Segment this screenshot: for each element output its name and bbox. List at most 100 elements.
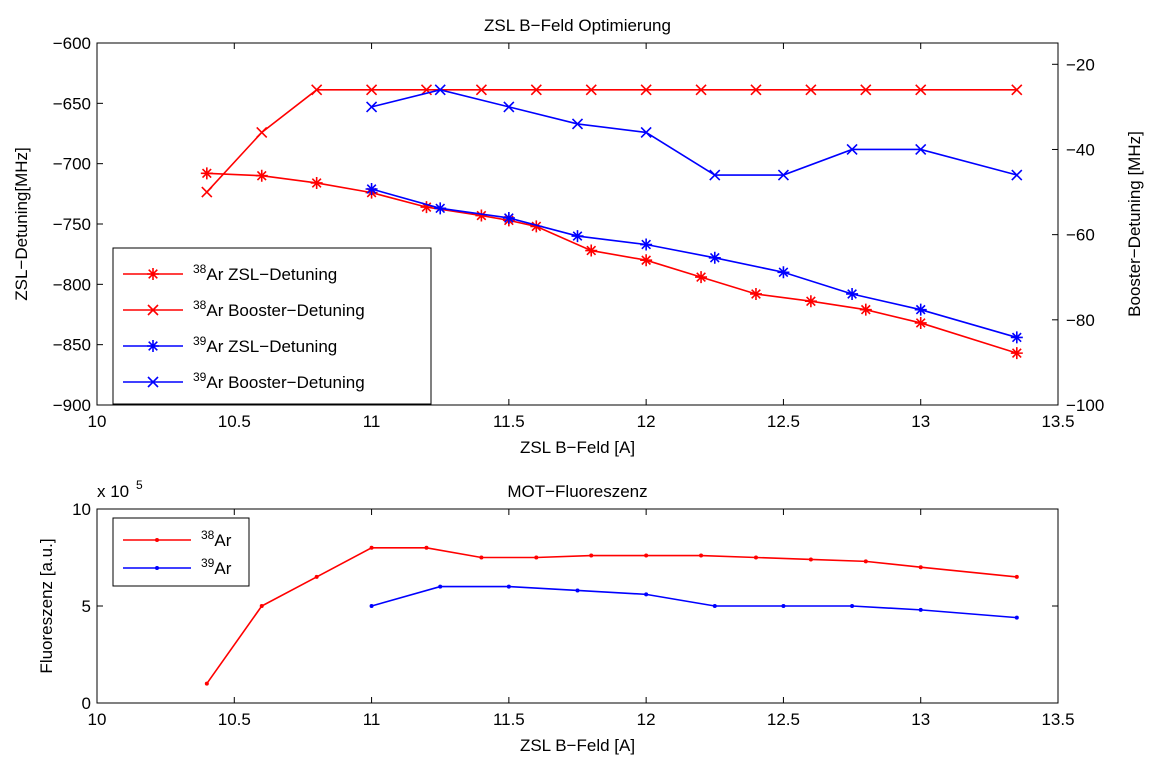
- legend-marker: [147, 268, 159, 280]
- data-point: [1011, 169, 1023, 181]
- legend-item: 38Ar: [123, 528, 232, 550]
- x-tick-label: 12: [637, 412, 656, 431]
- plot-area: [96, 508, 1059, 704]
- data-point: [255, 169, 268, 182]
- y2-tick-label: −80: [1066, 311, 1095, 330]
- data-point: [777, 266, 790, 279]
- data-point: [585, 84, 597, 96]
- series-3: [365, 183, 1023, 344]
- data-point: [863, 559, 868, 564]
- legend-isotope: 39: [193, 334, 207, 348]
- y-tick-label: −600: [53, 34, 91, 53]
- data-point: [695, 271, 708, 284]
- legend-name: Ar Booster−Detuning: [206, 301, 364, 320]
- legend-name: Ar ZSL−Detuning: [206, 265, 337, 284]
- legend-item: 39Ar Booster−Detuning: [123, 370, 365, 392]
- data-point: [918, 607, 923, 612]
- data-point: [1010, 331, 1023, 344]
- legend-item: 39Ar ZSL−Detuning: [123, 334, 337, 356]
- data-point: [506, 584, 511, 589]
- chart-title: ZSL B−Feld Optimierung: [484, 16, 671, 35]
- data-point: [571, 118, 584, 130]
- data-point: [644, 553, 649, 558]
- x-tick-label: 13: [911, 412, 930, 431]
- x-tick-label: 12.5: [767, 412, 800, 431]
- data-point: [640, 126, 652, 139]
- data-point: [314, 574, 319, 579]
- data-point: [369, 545, 374, 550]
- y-tick-label: −900: [53, 396, 91, 415]
- legend-name: Ar Booster−Detuning: [206, 373, 364, 392]
- data-point: [640, 84, 652, 96]
- legend-item: 38Ar Booster−Detuning: [123, 298, 365, 320]
- data-point: [530, 220, 543, 233]
- legend-label: 39Ar ZSL−Detuning: [193, 334, 337, 356]
- data-point: [534, 555, 539, 560]
- legend-marker: [147, 304, 159, 316]
- data-point: [366, 84, 378, 96]
- data-point: [846, 143, 858, 156]
- y-exponent-label: x 10: [97, 482, 129, 501]
- data-point: [749, 287, 762, 300]
- series-4: [366, 84, 1023, 181]
- data-point: [434, 202, 447, 215]
- data-point: [915, 84, 927, 96]
- legend-name: Ar: [214, 559, 231, 578]
- data-point: [808, 557, 813, 562]
- legend-marker: [147, 376, 159, 388]
- data-point: [204, 681, 209, 686]
- x-axis-label: ZSL B−Feld [A]: [520, 438, 635, 457]
- y2-tick-label: −40: [1066, 140, 1095, 159]
- y-tick-label: −700: [53, 155, 91, 174]
- data-point: [434, 84, 446, 96]
- data-point: [695, 84, 707, 96]
- legend-label: 38Ar: [201, 528, 232, 550]
- legend-label: 38Ar Booster−Detuning: [193, 298, 365, 320]
- data-point: [914, 303, 927, 316]
- data-point: [503, 101, 515, 113]
- y-tick-label: −800: [53, 275, 91, 294]
- legend-isotope: 38: [193, 262, 207, 276]
- legend: 38Ar 39Ar: [112, 517, 250, 587]
- x-tick-label: 10.5: [218, 412, 251, 431]
- x-tick-label: 12: [637, 710, 656, 729]
- data-point: [585, 244, 598, 257]
- y-exponent-power: 5: [136, 478, 143, 492]
- legend-name: Ar ZSL−Detuning: [206, 337, 337, 356]
- y-tick-label: −850: [53, 336, 91, 355]
- data-point: [846, 287, 859, 300]
- series-1: [204, 545, 1019, 686]
- legend-item: 39Ar: [123, 556, 232, 578]
- y-tick-label: −650: [53, 94, 91, 113]
- series-2: [369, 584, 1019, 620]
- data-point: [475, 209, 488, 222]
- data-point: [1011, 84, 1023, 96]
- x-axis-label: ZSL B−Feld [A]: [520, 736, 635, 755]
- legend-isotope: 38: [193, 298, 207, 312]
- data-point: [311, 84, 323, 96]
- legend-marker: [155, 538, 159, 542]
- x-tick-label: 10: [88, 710, 107, 729]
- data-point: [200, 167, 213, 180]
- y2-tick-label: −60: [1066, 226, 1095, 245]
- series-line: [371, 89, 1018, 176]
- series-line: [371, 188, 1018, 339]
- data-point: [366, 101, 378, 113]
- data-point: [479, 555, 484, 560]
- legend-marker: [147, 340, 159, 352]
- axes-2: 10 10.5 11 11.5 12 12.5 13 13.5 0 5 10 MOT−Fluoresz…: [37, 478, 1075, 755]
- data-point: [310, 176, 323, 189]
- legend-marker: [155, 566, 159, 570]
- legend-label: 39Ar Booster−Detuning: [193, 370, 365, 392]
- data-point: [781, 604, 786, 608]
- y2-tick-label: −100: [1066, 396, 1104, 415]
- data-point: [475, 84, 487, 96]
- y-tick-label: 5: [82, 597, 91, 616]
- data-point: [915, 143, 927, 156]
- y2-axis-label: Booster−Detuning [MHz]: [1125, 131, 1144, 317]
- data-point: [753, 555, 758, 560]
- y-axis-label: ZSL−Detuning[MHz]: [12, 147, 31, 301]
- data-point: [502, 211, 515, 224]
